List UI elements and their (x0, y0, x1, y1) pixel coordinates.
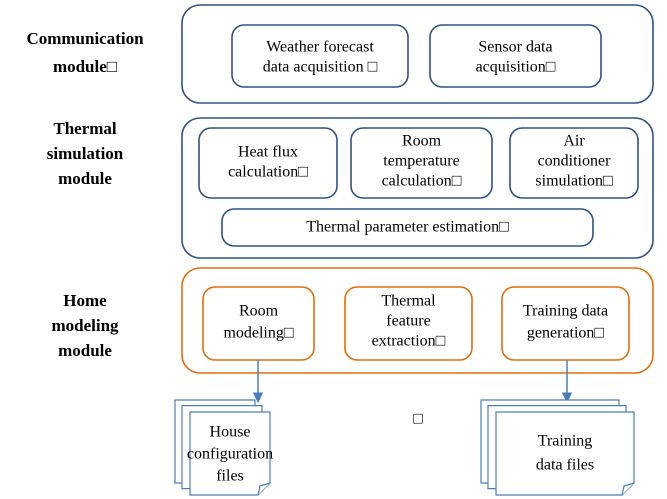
text-line: Training data (523, 303, 608, 320)
document-fold (621, 482, 635, 496)
text-line: conditioner (538, 153, 612, 170)
text-line: module (58, 169, 112, 188)
text-line: configuration (187, 446, 273, 463)
text-line: temperature (383, 153, 459, 170)
text-line: Home (63, 291, 107, 310)
component-box (344, 286, 473, 361)
text-line: Room (239, 303, 279, 320)
text-line: Communication (26, 29, 144, 48)
stray-symbol: □ (413, 411, 423, 428)
component-box (509, 127, 639, 199)
text-line: Thermal (53, 119, 117, 138)
text-line: data files (536, 457, 594, 474)
component-box (202, 286, 315, 361)
text-line: generation□ (527, 325, 605, 342)
text-line: Heat flux (238, 144, 298, 161)
component-box (350, 127, 493, 199)
text-line: Thermal (381, 293, 436, 310)
text-line: acquisition□ (476, 59, 556, 76)
component-box (501, 286, 630, 361)
component-box (198, 127, 338, 199)
component-box (231, 24, 409, 88)
text-line: Room (402, 133, 442, 150)
text-line: Sensor data (478, 39, 552, 56)
text-line: Thermal parameter estimation□ (306, 219, 509, 236)
text-line: files (216, 468, 244, 485)
component-box (429, 24, 602, 88)
text-line: modeling□ (223, 325, 293, 342)
text-line: simulation (47, 144, 124, 163)
text-line: modeling (51, 316, 119, 335)
component-box (221, 208, 594, 247)
document-fold (257, 482, 271, 496)
text-line: House (210, 424, 251, 441)
text-line: Weather forecast (266, 39, 374, 56)
text-line: feature (386, 313, 430, 330)
text-line: data acquisition □ (263, 59, 378, 76)
text-line: Air (563, 133, 585, 150)
text-line: extraction□ (372, 333, 446, 350)
text-line: module (58, 341, 112, 360)
text-line: simulation□ (535, 173, 613, 190)
document (495, 411, 635, 496)
text-line: Training (538, 433, 593, 450)
text-line: calculation□ (228, 164, 308, 181)
text-line: calculation□ (382, 173, 462, 190)
text-line: module□ (53, 57, 117, 76)
